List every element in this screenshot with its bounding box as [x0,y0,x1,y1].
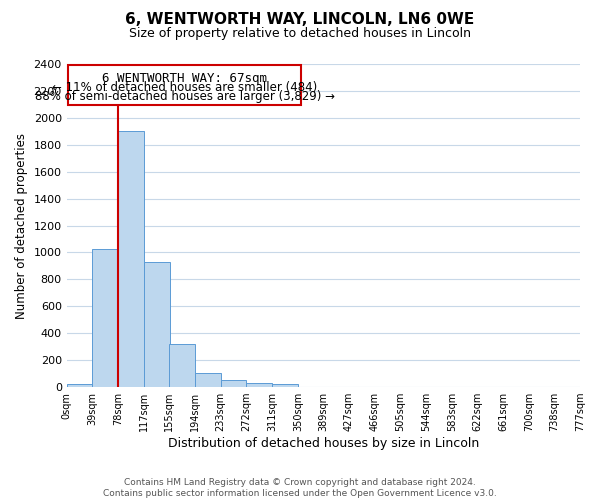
Bar [247,383,272,387]
Text: Size of property relative to detached houses in Lincoln: Size of property relative to detached ho… [129,28,471,40]
Text: 88% of semi-detached houses are larger (3,829) →: 88% of semi-detached houses are larger (… [35,90,335,102]
X-axis label: Distribution of detached houses by size in Lincoln: Distribution of detached houses by size … [168,437,479,450]
Text: ← 11% of detached houses are smaller (484): ← 11% of detached houses are smaller (48… [52,81,317,94]
Bar [221,380,247,387]
Text: 6 WENTWORTH WAY: 67sqm: 6 WENTWORTH WAY: 67sqm [102,72,267,85]
Bar [118,132,144,387]
Text: 6, WENTWORTH WAY, LINCOLN, LN6 0WE: 6, WENTWORTH WAY, LINCOLN, LN6 0WE [125,12,475,28]
Bar [144,262,170,387]
Y-axis label: Number of detached properties: Number of detached properties [15,132,28,318]
Bar [195,373,221,387]
Bar [169,344,195,387]
Bar [92,249,118,387]
Text: Contains HM Land Registry data © Crown copyright and database right 2024.
Contai: Contains HM Land Registry data © Crown c… [103,478,497,498]
FancyBboxPatch shape [68,64,301,105]
Bar [272,384,298,387]
Bar [67,384,92,387]
